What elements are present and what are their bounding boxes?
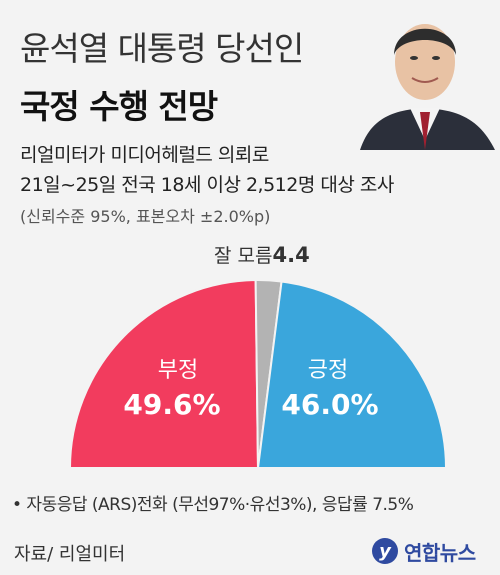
survey-line-2: 21일~25일 전국 18세 이상 2,512명 대상 조사 [20, 174, 394, 196]
logo-text: 연합뉴스 [404, 540, 476, 565]
slice-negative [68, 279, 260, 469]
source-label: 자료/ 리얼미터 [14, 544, 126, 565]
slice-label-positive: 긍정 [308, 358, 348, 383]
survey-line-1: 리얼미터가 미디어헤럴드 의뢰로 [20, 144, 269, 166]
survey-line-3: (신뢰수준 95%, 표본오차 ±2.0%p) [20, 207, 271, 226]
slice-value-unknown: 4.4 [272, 243, 309, 267]
logo-mark: y [372, 538, 398, 564]
slice-positive [256, 280, 448, 469]
president-elect-photo [350, 0, 500, 150]
slice-label-negative: 부정 [158, 358, 198, 383]
title-line-1: 윤석열 대통령 당선인 [20, 29, 304, 68]
slice-value-negative: 49.6% [123, 388, 220, 421]
title-line-2: 국정 수행 전망 [20, 87, 218, 126]
slice-value-positive: 46.0% [281, 388, 378, 421]
yonhap-logo: y 연합뉴스 [372, 536, 476, 566]
method-footnote: • 자동응답 (ARS)전화 (무선97%·유선3%), 응답률 7.5% [12, 495, 414, 515]
slice-label-unknown: 잘 모름4.4 [214, 243, 310, 267]
